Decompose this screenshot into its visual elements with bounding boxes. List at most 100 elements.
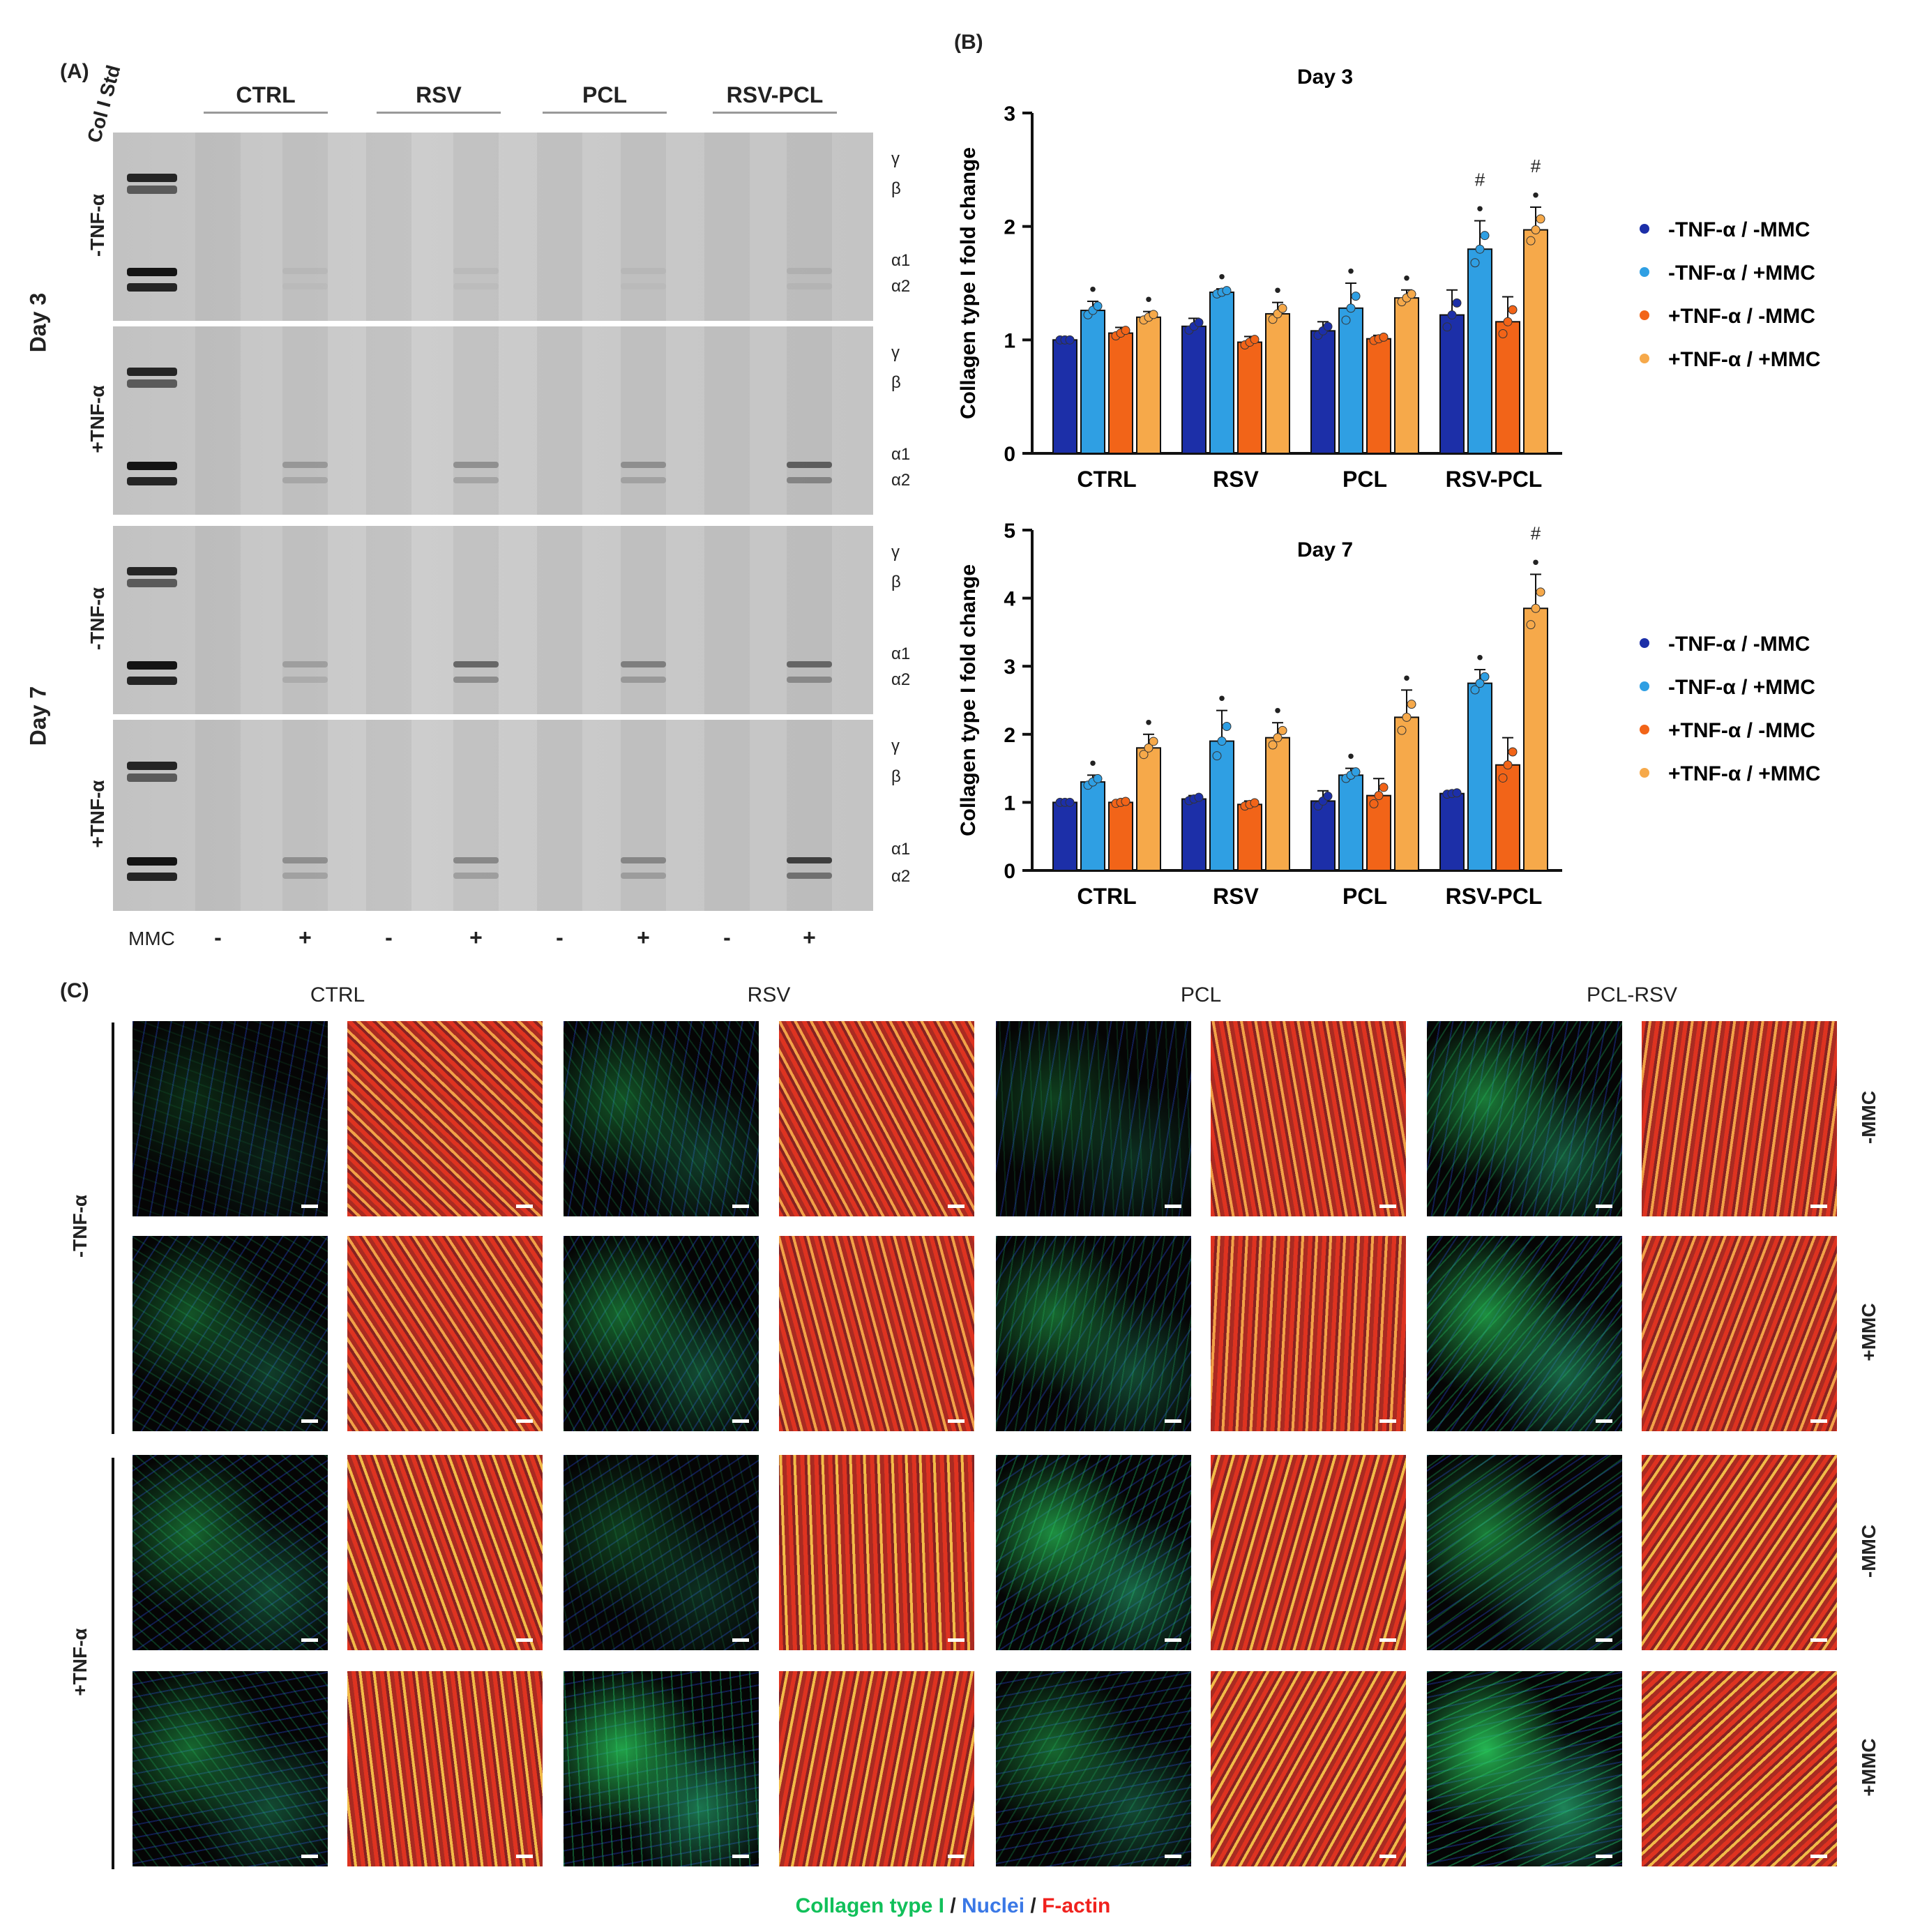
micrograph-group-ctrl: CTRL xyxy=(310,983,365,1006)
x-tick-label: CTRL xyxy=(1077,884,1136,909)
data-point xyxy=(1217,737,1227,746)
data-point xyxy=(1526,236,1536,246)
micrograph-merged xyxy=(779,1671,974,1866)
gel-lane xyxy=(704,326,750,515)
bar xyxy=(1265,312,1290,455)
scale-bar xyxy=(516,1419,533,1423)
scale-bar xyxy=(732,1419,749,1423)
gel-band-label: α2 xyxy=(891,867,911,886)
data-point xyxy=(1278,303,1287,313)
gel-sample-band xyxy=(282,462,328,468)
micrograph-collagen-nuclei xyxy=(133,1021,328,1216)
significance-star: • xyxy=(1218,266,1225,287)
y-tick-label: 5 xyxy=(1004,520,1015,543)
data-point xyxy=(1149,310,1158,319)
micrograph-mmc-label: -MMC xyxy=(1858,1524,1879,1578)
gel-group-underline xyxy=(713,112,837,114)
y-axis-label: Collagen type I fold change xyxy=(957,147,980,419)
gel-std-band xyxy=(127,661,177,670)
gel-sample-band xyxy=(453,477,499,483)
bar xyxy=(1394,297,1419,454)
micrograph-merged xyxy=(1642,1455,1837,1650)
gel-mmc-sign: - xyxy=(385,925,393,950)
gel-sample-band xyxy=(453,661,499,667)
gel-lane xyxy=(704,526,750,714)
y-axis-label: Collagen type I fold change xyxy=(957,564,980,836)
bar xyxy=(1523,607,1548,871)
gel-band-label: α2 xyxy=(891,471,911,490)
gel-lane xyxy=(453,133,499,321)
gel-lane xyxy=(282,526,328,714)
gel-std-band xyxy=(127,762,177,770)
legend-marker xyxy=(1640,354,1649,363)
gel-band-label: α2 xyxy=(891,670,911,689)
bar xyxy=(1467,248,1492,454)
gel-sample-band xyxy=(621,677,666,683)
gel-lane xyxy=(195,720,241,911)
legend-label: +TNF-α / +MMC xyxy=(1668,348,1820,371)
scale-bar xyxy=(1810,1419,1827,1423)
gel-group-rsv: RSV xyxy=(416,82,462,107)
x-tick-label: CTRL xyxy=(1077,467,1136,492)
bar xyxy=(1237,803,1262,871)
bar xyxy=(1265,737,1290,871)
gel-mmc-sign: + xyxy=(637,925,650,950)
bar xyxy=(1439,792,1465,872)
bar xyxy=(1523,229,1548,454)
data-point xyxy=(1475,244,1485,254)
gel-lane xyxy=(621,720,666,911)
bar xyxy=(1209,292,1234,454)
data-point xyxy=(1470,258,1480,268)
micrograph-collagen-nuclei xyxy=(996,1671,1191,1866)
gel-lane xyxy=(195,326,241,515)
bar xyxy=(1080,310,1105,455)
data-point xyxy=(1447,310,1457,320)
micrograph-merged xyxy=(347,1671,543,1866)
gel-std-band xyxy=(127,283,177,292)
significance-star: • xyxy=(1089,278,1096,300)
gel-std-band xyxy=(127,857,177,866)
gel-std-band xyxy=(127,567,177,575)
gel-sample-band xyxy=(453,462,499,468)
significance-star: • xyxy=(1274,280,1281,301)
gel-group-underline xyxy=(204,112,328,114)
chart-2: Day 7 0 1 2 3 4 5 Collagen type I fold change CT… xyxy=(957,520,1820,909)
micrograph-merged xyxy=(1211,1236,1406,1431)
gel-sample-band xyxy=(453,283,499,289)
significance-star: • xyxy=(1476,647,1483,668)
scale-bar xyxy=(1810,1638,1827,1642)
data-point xyxy=(1526,620,1536,630)
data-point xyxy=(1442,322,1452,332)
gel-lane xyxy=(787,720,832,911)
scale-bar xyxy=(732,1205,749,1208)
micrograph-collagen-nuclei xyxy=(996,1021,1191,1216)
scale-bar xyxy=(1379,1855,1396,1858)
data-point xyxy=(1407,700,1416,709)
gel-row-label: -TNF-α xyxy=(86,587,108,651)
data-point xyxy=(1536,214,1545,224)
data-point xyxy=(1402,712,1412,722)
data-point xyxy=(1222,286,1232,296)
micrograph-merged xyxy=(1211,1021,1406,1216)
micrograph-merged xyxy=(779,1021,974,1216)
gel-mmc-label: MMC xyxy=(128,928,175,949)
legend-marker xyxy=(1640,638,1649,648)
gel-band-label: γ xyxy=(891,737,900,755)
legend-marker xyxy=(1640,768,1649,778)
data-point xyxy=(1268,740,1278,750)
gel-lane xyxy=(282,326,328,515)
significance-star: • xyxy=(1145,711,1152,733)
significance-star: • xyxy=(1476,198,1483,220)
x-tick-label: RSV xyxy=(1213,884,1259,909)
scale-bar xyxy=(1165,1855,1181,1858)
x-tick-label: PCL xyxy=(1342,467,1387,492)
scale-bar xyxy=(1596,1855,1612,1858)
legend-label: -TNF-α / -MMC xyxy=(1668,633,1810,656)
micrograph-caption: Collagen type I / Nuclei / F-actin xyxy=(0,1894,1906,1918)
gel-lane xyxy=(453,720,499,911)
gel-mmc-sign: + xyxy=(803,925,816,950)
data-point xyxy=(1531,225,1541,235)
bar xyxy=(1209,740,1234,871)
gel-band-label: β xyxy=(891,179,901,198)
gel-std-band xyxy=(127,174,177,182)
